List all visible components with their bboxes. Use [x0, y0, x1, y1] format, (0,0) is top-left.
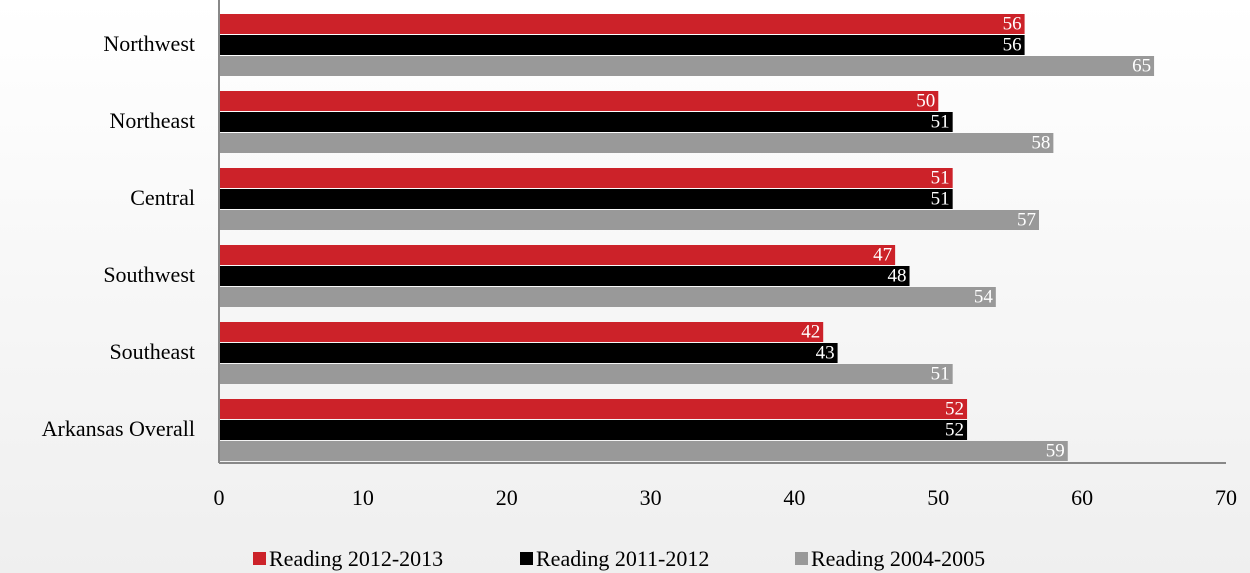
value-label: 42 — [801, 321, 820, 342]
bar — [219, 35, 1025, 55]
x-tick-label: 0 — [214, 485, 225, 510]
y-tick-label: Southwest — [103, 262, 195, 287]
y-tick-label: Northeast — [109, 108, 195, 133]
value-label: 51 — [931, 167, 950, 188]
bar — [219, 364, 953, 384]
value-label: 65 — [1132, 55, 1151, 76]
legend-swatch — [253, 552, 266, 565]
bar — [219, 441, 1068, 461]
value-label: 52 — [945, 419, 964, 440]
bar — [219, 420, 968, 440]
y-tick-label: Arkansas Overall — [42, 416, 195, 441]
y-tick-label: Northwest — [103, 31, 195, 56]
value-label: 51 — [931, 188, 950, 209]
value-label: 51 — [931, 111, 950, 132]
x-tick-label: 10 — [352, 485, 374, 510]
x-tick-label: 50 — [927, 485, 949, 510]
bar — [219, 322, 824, 342]
value-label: 51 — [931, 363, 950, 384]
legend-label: Reading 2004-2005 — [811, 546, 985, 571]
value-label: 57 — [1017, 209, 1036, 230]
bar — [219, 245, 896, 265]
bar — [219, 210, 1039, 230]
y-tick-label: Southeast — [109, 339, 195, 364]
x-tick-label: 60 — [1071, 485, 1093, 510]
bar — [219, 343, 838, 363]
value-label: 54 — [974, 286, 994, 307]
bar — [219, 399, 968, 419]
x-tick-label: 40 — [783, 485, 805, 510]
bar — [219, 56, 1155, 76]
value-label: 58 — [1031, 132, 1050, 153]
legend-label: Reading 2012-2013 — [269, 546, 443, 571]
legend-swatch — [520, 552, 533, 565]
bar — [219, 133, 1054, 153]
value-label: 52 — [945, 398, 964, 419]
x-tick-label: 30 — [640, 485, 662, 510]
y-tick-label: Central — [130, 185, 195, 210]
value-label: 56 — [1003, 34, 1022, 55]
bar — [219, 168, 953, 188]
bar — [219, 91, 939, 111]
value-label: 48 — [888, 265, 907, 286]
bar — [219, 14, 1025, 34]
bar — [219, 189, 953, 209]
value-label: 47 — [873, 244, 892, 265]
x-tick-label: 20 — [496, 485, 518, 510]
value-label: 56 — [1003, 13, 1022, 34]
x-tick-label: 70 — [1215, 485, 1237, 510]
bar — [219, 287, 996, 307]
value-label: 59 — [1046, 440, 1065, 461]
value-label: 50 — [916, 90, 935, 111]
legend-label: Reading 2011-2012 — [536, 546, 709, 571]
legend-swatch — [795, 552, 808, 565]
bar — [219, 266, 910, 286]
bar — [219, 112, 953, 132]
value-label: 43 — [816, 342, 835, 363]
